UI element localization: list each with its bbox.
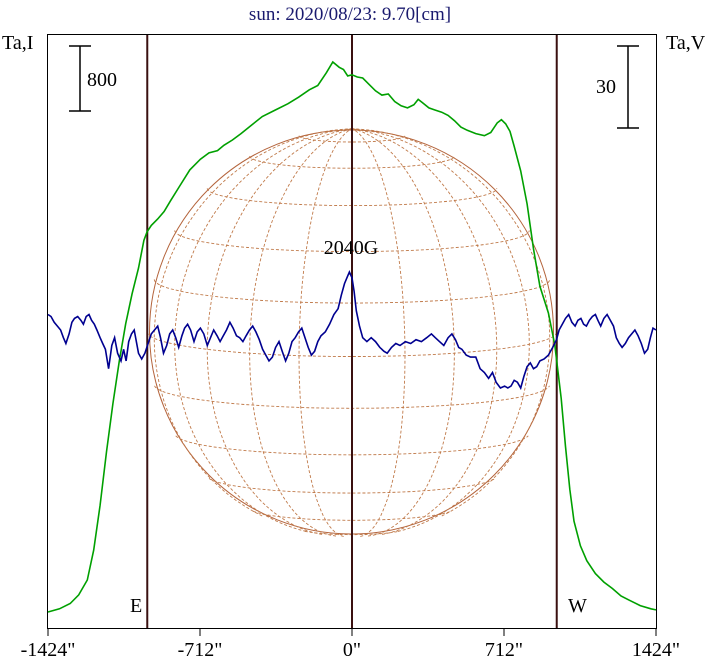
solar-longitude-line [351,128,498,535]
right-scale-bar-label: 30 [596,76,616,98]
left-axis-label: Ta,I [2,32,33,54]
x-tick-label: 712" [485,639,523,661]
right-axis-label: Ta,V [666,32,706,54]
series-intensity-line [47,60,657,613]
limb-label-east: E [130,595,142,617]
x-axis-ticks: -1424" -712" 0" 712" 1424" [21,628,680,661]
solar-latitude-line [208,478,496,494]
solar-longitude-line [351,128,551,517]
solar-longitude-line [351,128,455,537]
solar-latitude-line [175,435,529,456]
chart-title: sun: 2020/08/23: 9.70[cm] [249,4,451,25]
left-scale-bar-label: 800 [87,69,117,91]
solar-longitude-line [298,128,353,537]
solar-longitude-line [206,128,353,535]
solar-longitude-line [351,128,530,532]
solar-latitude-line [252,510,452,521]
x-tick-label: -712" [178,639,223,661]
x-tick-label: 0" [343,639,361,661]
solar-longitude-line [249,128,353,537]
x-tick-label: 1424" [632,639,680,661]
limb-markers [146,35,558,628]
x-tick-label: -1424" [21,639,76,661]
scale-bars: 800 30 [69,45,639,129]
annotation-label: 2040G [324,237,378,259]
solar-longitude-line [174,128,353,532]
solar-longitude-line [351,128,406,537]
solar-longitude-line [153,128,353,517]
series-polarization-line [47,270,657,391]
limb-label-west: W [568,595,587,617]
